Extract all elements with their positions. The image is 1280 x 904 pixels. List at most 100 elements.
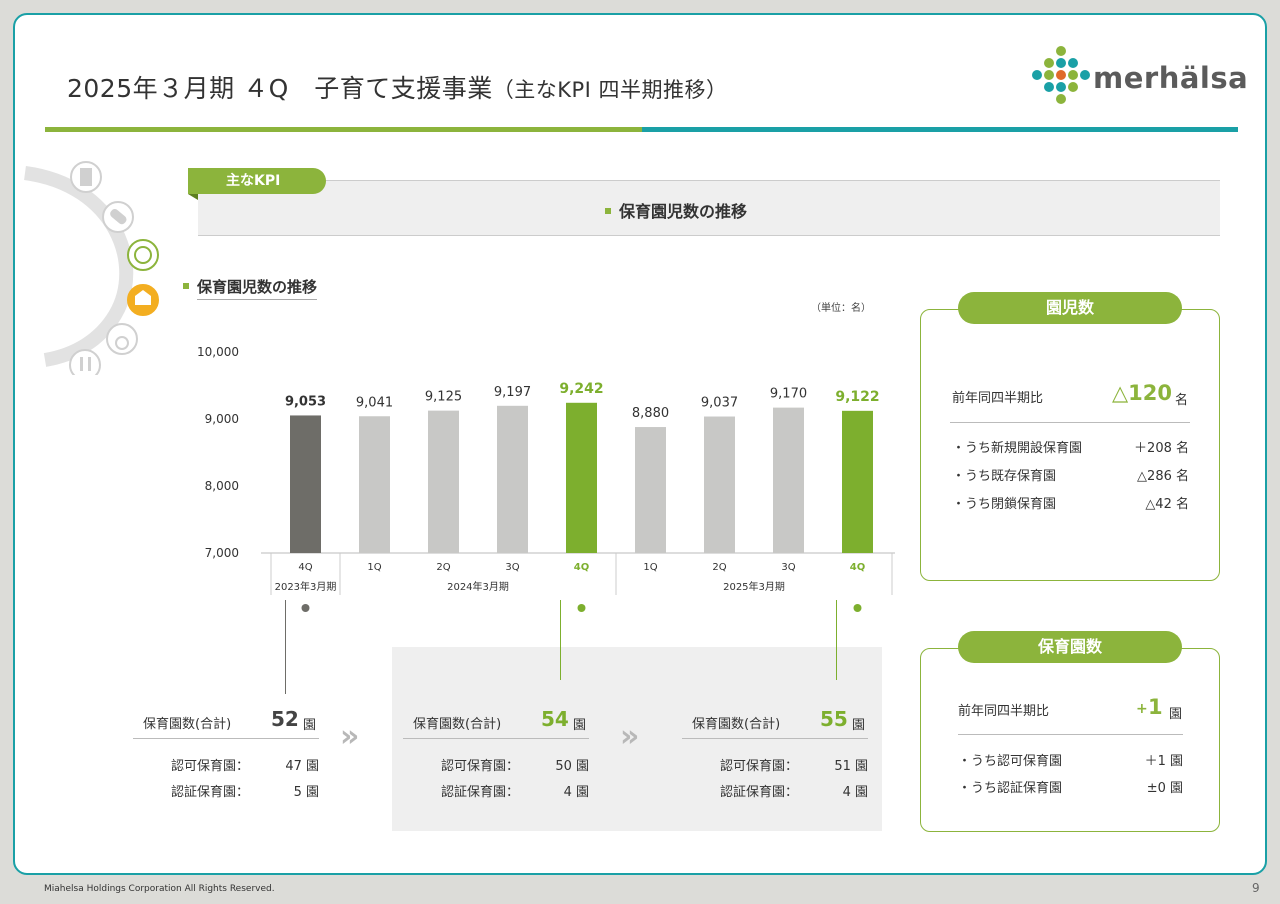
bar-value-label: 9,170 <box>770 387 807 402</box>
child-face-icon <box>127 239 159 271</box>
children-yoy-unit: 名 <box>1175 393 1189 408</box>
facility-certified-label: 認証保育園： <box>441 785 520 800</box>
facility-certified-value: 4 園 <box>842 785 868 800</box>
nursery-row-label: ・うち認証保育園 <box>958 781 1063 796</box>
bar-value-label: 9,041 <box>356 395 393 410</box>
bar-value-label: 9,197 <box>494 385 531 400</box>
header-rule-green <box>45 127 642 132</box>
bar <box>704 416 735 553</box>
bar <box>842 410 873 553</box>
bar-value-label: 9,053 <box>285 394 326 409</box>
progress-arrow-1: » <box>340 719 360 754</box>
facility-total-row: 保育園数(合計) 55 園 <box>682 699 868 739</box>
facility-total-unit: 園 <box>303 718 317 733</box>
company-logo: merhälsa <box>1031 45 1249 105</box>
children-row-value: △286 名 <box>1137 469 1189 484</box>
pill-icon <box>102 201 134 233</box>
x-tick-label: 4Q <box>850 562 865 573</box>
facility-total-row: 保育園数(合計) 52 園 <box>133 699 319 739</box>
nursery-panel-title: 保育園数 <box>958 631 1182 663</box>
wheelchair-icon <box>106 323 138 355</box>
x-tick-label: 2Q <box>436 562 450 573</box>
bar-value-label: 9,242 <box>559 381 603 397</box>
bar-value-label: 9,122 <box>835 389 879 405</box>
nursery-yoy-label: 前年同四半期比 <box>958 704 1050 719</box>
y-tick-label: 7,000 <box>205 546 239 560</box>
facility-total-unit: 園 <box>573 718 587 733</box>
connector-dot <box>853 604 862 612</box>
children-bar-chart: 7,000 8,000 9,000 10,000 9,053 4Q 9,041 1Q 9,125… <box>197 345 895 612</box>
group-label: 2024年3月期 <box>447 580 509 593</box>
x-tick-label: 1Q <box>643 562 657 573</box>
x-tick-label: 2Q <box>712 562 726 573</box>
group-label: 2023年3月期 <box>275 580 337 593</box>
facility-certified-label: 認証保育園： <box>720 785 799 800</box>
chart-unit: （単位：名） <box>811 303 871 314</box>
children-row-label: ・うち既存保育園 <box>952 469 1057 484</box>
facility-licensed-label: 認可保育園： <box>171 759 250 774</box>
nursery-row-label: ・うち認可保育園 <box>958 754 1063 769</box>
bar <box>359 416 390 553</box>
facility-total-value: 54 <box>541 707 569 731</box>
bar <box>497 405 528 553</box>
nursery-yoy-sign: + <box>1136 701 1148 717</box>
facility-total-label: 保育園数(合計) <box>413 717 502 732</box>
bar-value-label: 9,125 <box>425 390 462 405</box>
progress-arrow-2: » <box>620 719 640 754</box>
facility-highlight-background <box>392 647 882 831</box>
bar <box>773 407 804 553</box>
nursery-yoy-value: 1 <box>1148 695 1163 719</box>
kpi-tag: 主なKPI <box>188 168 326 194</box>
footer-copyright: Miahelsa Holdings Corporation All Rights… <box>44 884 275 894</box>
facility-licensed-value: 51 園 <box>834 759 868 774</box>
house-icon <box>127 284 159 316</box>
facility-total-unit: 園 <box>852 718 866 733</box>
group-label: 2025年3月期 <box>723 580 785 593</box>
bar-value-label: 8,880 <box>632 406 669 421</box>
kpi-tag-fold <box>188 194 198 200</box>
nursery-yoy-unit: 園 <box>1169 707 1183 722</box>
facility-licensed-value: 47 園 <box>285 759 319 774</box>
children-panel-title: 園児数 <box>958 292 1182 324</box>
facility-licensed-label: 認可保育園： <box>720 759 799 774</box>
facility-certified-label: 認証保育園： <box>171 785 250 800</box>
children-row-value: ＋208 名 <box>1134 441 1189 456</box>
x-tick-label: 1Q <box>367 562 381 573</box>
children-row-label: ・うち新規開設保育園 <box>952 441 1083 456</box>
connector-dot <box>301 604 310 612</box>
connector-line <box>836 600 837 680</box>
x-tick-label: 4Q <box>298 562 312 573</box>
facility-total-label: 保育園数(合計) <box>143 717 232 732</box>
y-tick-label: 9,000 <box>205 412 239 426</box>
facility-total-value: 52 <box>271 707 299 731</box>
facility-licensed-value: 50 園 <box>555 759 589 774</box>
kpi-banner <box>198 180 1220 236</box>
page-title: 2025年３月期 ４Q 子育て支援事業（主なKPI 四半期推移） <box>67 74 728 103</box>
slide-card: 2025年３月期 ４Q 子育て支援事業（主なKPI 四半期推移） merhäls… <box>13 13 1267 875</box>
bar <box>290 415 321 553</box>
facility-licensed-label: 認可保育園： <box>441 759 520 774</box>
logo-mark-icon <box>1032 46 1090 104</box>
facility-certified-value: 5 園 <box>293 785 319 800</box>
logo-text: merhälsa <box>1093 61 1249 95</box>
bar <box>428 410 459 553</box>
page-number: 9 <box>1252 881 1260 895</box>
section-title: 保育園児数の推移 <box>183 276 318 300</box>
nursery-row-value: ±0 園 <box>1146 781 1183 796</box>
y-tick-label: 10,000 <box>197 345 239 359</box>
header-rule-teal <box>642 127 1238 132</box>
x-tick-label: 3Q <box>505 562 519 573</box>
bar <box>635 427 666 553</box>
connector-line <box>560 600 561 680</box>
segment-navigation-decoration <box>23 161 159 375</box>
connector-line <box>285 600 286 694</box>
nursery-panel <box>920 648 1220 832</box>
facility-certified-value: 4 園 <box>563 785 589 800</box>
building-icon <box>70 161 102 193</box>
children-row-value: △42 名 <box>1145 497 1189 512</box>
nursery-divider <box>958 734 1183 735</box>
facility-total-label: 保育園数(合計) <box>692 717 781 732</box>
facility-total-value: 55 <box>820 707 848 731</box>
children-yoy-label: 前年同四半期比 <box>952 391 1044 406</box>
x-tick-label: 4Q <box>574 562 589 573</box>
